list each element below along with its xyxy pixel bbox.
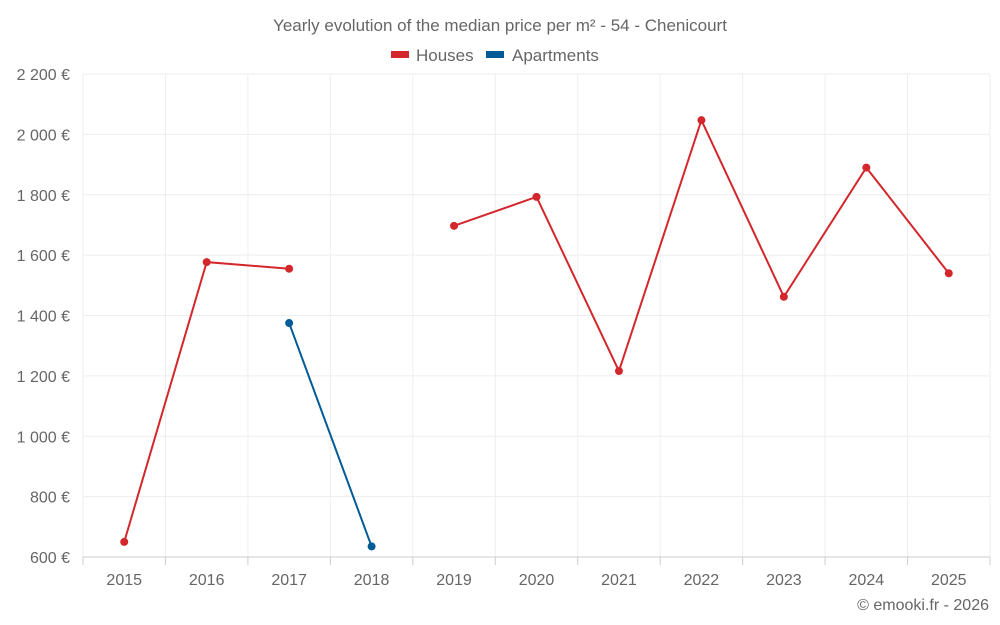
x-tick-label: 2025	[931, 572, 967, 589]
x-tick-label: 2023	[766, 572, 802, 589]
x-tick-label: 2020	[519, 572, 555, 589]
axis-layer: 600 € 800 € 1 000 € 1 200 € 1 400 € 1 600 € 1 …	[17, 67, 991, 589]
y-tick-label: 1 400 €	[17, 309, 70, 326]
x-tick-label: 2022	[684, 572, 720, 589]
data-point-houses[interactable]	[202, 258, 211, 267]
grid-layer	[82, 73, 991, 557]
data-point-houses[interactable]	[614, 367, 623, 376]
y-tick-label: 800 €	[30, 490, 70, 507]
legend-swatch-apartments	[486, 51, 504, 58]
y-tick-label: 600 €	[30, 550, 70, 567]
legend: Houses Apartments	[391, 46, 599, 65]
series-line-apartments	[288, 322, 373, 547]
legend-swatch-houses	[391, 51, 409, 58]
series-line-houses	[123, 261, 290, 543]
data-point-houses[interactable]	[532, 192, 541, 201]
data-point-houses[interactable]	[862, 163, 871, 172]
x-tick-label: 2016	[189, 572, 225, 589]
x-tick-label: 2021	[601, 572, 637, 589]
x-tick-label: 2018	[354, 572, 390, 589]
legend-label-apartments: Apartments	[512, 46, 599, 65]
series-layer	[120, 116, 953, 551]
data-point-apartments[interactable]	[285, 319, 294, 328]
y-tick-label: 2 200 €	[17, 67, 70, 84]
legend-label-houses: Houses	[416, 46, 474, 65]
y-tick-label: 1 000 €	[17, 429, 70, 446]
chart-title: Yearly evolution of the median price per…	[273, 16, 727, 35]
x-tick-label: 2019	[436, 572, 472, 589]
credit-text: © emooki.fr - 2026	[857, 597, 989, 614]
y-tick-label: 1 800 €	[17, 188, 70, 205]
y-tick-label: 1 200 €	[17, 369, 70, 386]
data-point-apartments[interactable]	[367, 542, 376, 551]
data-point-houses[interactable]	[779, 292, 788, 301]
data-point-houses[interactable]	[450, 221, 459, 230]
y-tick-label: 2 000 €	[17, 127, 70, 144]
legend-item-houses[interactable]: Houses	[391, 46, 474, 65]
series-line-houses	[453, 117, 950, 374]
x-tick-label: 2015	[106, 572, 142, 589]
data-point-houses[interactable]	[120, 537, 129, 546]
legend-item-apartments[interactable]: Apartments	[486, 46, 599, 65]
x-tick-label: 2024	[849, 572, 885, 589]
data-point-houses[interactable]	[697, 116, 706, 125]
y-tick-label: 1 600 €	[17, 248, 70, 265]
data-point-houses[interactable]	[285, 264, 294, 273]
data-point-houses[interactable]	[944, 269, 953, 278]
x-tick-label: 2017	[271, 572, 307, 589]
